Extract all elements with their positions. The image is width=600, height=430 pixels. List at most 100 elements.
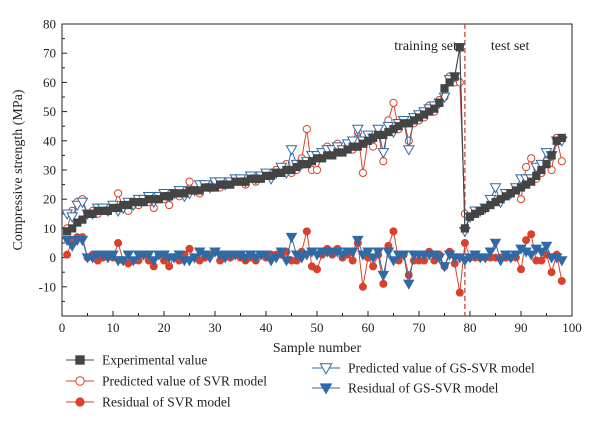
x-tick-label: 20: [158, 320, 171, 335]
data-point: [351, 124, 364, 136]
y-tick-label: 70: [43, 46, 56, 61]
data-point: [346, 247, 359, 258]
data-point: [114, 238, 123, 247]
data-point: [107, 250, 119, 261]
data-point: [185, 177, 194, 186]
data-point: [527, 154, 536, 163]
data-point: [522, 236, 531, 245]
data-point: [557, 133, 566, 142]
data-point: [302, 125, 311, 134]
data-point: [389, 98, 398, 107]
data-point: [557, 276, 566, 285]
data-point: [173, 250, 186, 261]
data-point: [362, 247, 374, 258]
axes: 0 10 20 30 40 50 60 70 80 90 100 -10 0 10 20 30 40 50 60 70…: [11, 17, 582, 357]
data-point: [358, 282, 367, 291]
data-point: [445, 78, 454, 87]
legend-item: Residual of GS-SVR model: [312, 381, 499, 396]
data-point: [114, 189, 123, 198]
data-point: [348, 256, 357, 265]
data-point: [516, 195, 526, 204]
data-point: [532, 171, 541, 180]
legend-marker: [319, 363, 333, 375]
data-point: [494, 256, 507, 267]
data-point: [66, 241, 78, 252]
data-point: [204, 253, 216, 264]
data-point: [66, 212, 79, 223]
data-point: [517, 265, 526, 274]
data-point: [389, 227, 398, 236]
data-point: [535, 247, 548, 258]
data-point: [433, 253, 446, 264]
data-point: [547, 268, 556, 277]
legend-label: Predicted value of SVR model: [102, 374, 267, 389]
data-point: [537, 165, 546, 175]
data-point: [379, 279, 388, 288]
data-point: [142, 250, 155, 261]
data-point: [285, 145, 298, 156]
data-point: [402, 145, 415, 156]
legend-marker: [75, 376, 85, 386]
x-tick-label: 40: [260, 320, 273, 335]
data-point: [352, 235, 364, 246]
data-point: [440, 84, 449, 93]
data-point: [460, 238, 469, 247]
data-point: [403, 279, 415, 290]
legend-label: Predicted value of GS-SVR model: [348, 361, 535, 376]
x-tick-label: 0: [59, 320, 66, 335]
data-point: [358, 168, 367, 178]
y-axis-label: Compressive strength (MPa): [11, 89, 26, 250]
data-point: [148, 256, 160, 267]
data-point: [312, 265, 321, 274]
data-point: [450, 72, 459, 81]
data-point: [404, 271, 413, 280]
data-point: [76, 235, 89, 246]
plot-area: [61, 43, 568, 297]
legend-marker: [75, 397, 85, 407]
data-point: [460, 224, 469, 233]
annotation-test-set: test set: [491, 39, 530, 54]
data-point: [280, 256, 293, 267]
data-point: [127, 256, 140, 267]
data-point: [510, 250, 522, 261]
x-tick-label: 70: [413, 320, 426, 335]
data-point: [285, 232, 298, 244]
y-tick-label: 10: [43, 221, 56, 236]
annotation-training-set: training set: [394, 39, 457, 54]
data-point: [489, 183, 502, 194]
data-point: [346, 136, 359, 147]
data-point: [185, 244, 194, 253]
data-point: [379, 157, 388, 166]
data-point: [76, 197, 89, 209]
x-axis-label: Sample number: [273, 341, 362, 356]
data-point: [382, 247, 395, 258]
data-point: [312, 165, 322, 175]
data-point: [542, 160, 551, 169]
data-point: [63, 250, 72, 259]
data-point: [484, 247, 497, 258]
data-point: [377, 270, 390, 282]
data-point: [527, 230, 536, 239]
data-point: [527, 177, 536, 186]
x-tick-label: 30: [209, 320, 222, 335]
data-point: [537, 256, 546, 265]
data-point: [372, 247, 384, 258]
data-point: [302, 227, 311, 236]
data-point: [489, 238, 502, 249]
x-tick-label: 100: [562, 320, 582, 335]
data-point: [404, 136, 413, 145]
data-point: [372, 124, 385, 136]
legend-item: Experimental value: [66, 353, 207, 368]
data-point: [540, 241, 553, 252]
y-tick-label: 80: [43, 17, 56, 32]
data-point: [369, 262, 378, 271]
data-point: [387, 256, 400, 267]
data-point: [479, 253, 492, 264]
data-point: [438, 262, 451, 273]
data-point: [557, 157, 566, 166]
data-point: [188, 253, 201, 264]
data-point: [270, 253, 282, 264]
y-tick-label: 20: [43, 192, 56, 207]
y-tick-label: -10: [39, 279, 56, 294]
